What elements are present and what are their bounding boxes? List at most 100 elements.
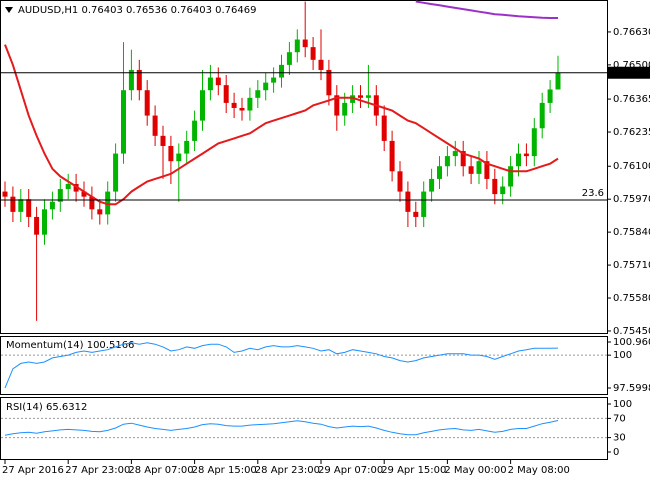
- candle-body: [421, 191, 427, 217]
- high-value: 0.76536: [126, 5, 167, 16]
- candle-body: [365, 95, 371, 98]
- candle-body: [413, 211, 419, 217]
- candle-body: [381, 115, 387, 141]
- candle-body: [136, 69, 142, 91]
- candle-body: [342, 102, 348, 116]
- x-tick-label: 27 Apr 23:00: [65, 465, 130, 476]
- y-tick-label: 0.75450: [613, 326, 650, 337]
- candle-body: [42, 209, 47, 235]
- candle-body: [326, 69, 332, 96]
- indicator-value: 100.5166: [87, 340, 135, 351]
- y-tick-label: 30: [613, 433, 626, 444]
- candle-body: [255, 90, 261, 98]
- indicator-line: [4, 342, 559, 389]
- x-tick-label: 28 Apr 23:00: [255, 465, 320, 476]
- x-tick-label: 27 Apr 2016: [2, 465, 64, 476]
- candle-body: [523, 153, 529, 157]
- candle-body: [286, 52, 292, 65]
- candle-body: [429, 178, 435, 192]
- candle-body: [152, 115, 158, 136]
- candle-body: [18, 199, 24, 212]
- candle-body: [310, 47, 316, 60]
- candle-body: [57, 189, 63, 202]
- indicator-name: Momentum(14): [6, 340, 84, 351]
- indicator-title: Momentum(14) 100.5166: [6, 340, 134, 351]
- momentum-panel: [0, 336, 608, 395]
- candle-body: [73, 183, 79, 192]
- candle-body: [500, 186, 506, 195]
- candle-body: [279, 64, 284, 78]
- x-tick-label: 29 Apr 15:00: [381, 465, 446, 476]
- candle-body: [176, 153, 182, 162]
- candle-body: [358, 95, 363, 98]
- price-label: 0.76469: [611, 68, 650, 79]
- candle-body: [113, 153, 119, 192]
- indicator-name: RSI(14): [6, 402, 43, 413]
- candle-body: [468, 166, 474, 174]
- candle-body: [389, 140, 395, 172]
- candle-body: [476, 161, 482, 174]
- candle-body: [121, 90, 126, 154]
- candle-body: [547, 89, 553, 103]
- y-tick-label: 100: [613, 350, 632, 361]
- indicator-line: [4, 420, 559, 436]
- candle-body: [34, 216, 40, 235]
- candle-body: [555, 72, 561, 90]
- price-box: [608, 66, 650, 79]
- candle-body: [271, 77, 277, 83]
- candle-body: [26, 199, 32, 217]
- candle-body: [97, 209, 103, 215]
- candle-body: [192, 120, 198, 141]
- candle-body: [539, 102, 545, 129]
- low-value: 0.76403: [171, 5, 212, 16]
- candle-body: [318, 59, 324, 70]
- candle-body: [405, 191, 411, 212]
- candle-body: [334, 95, 340, 116]
- y-tick-label: 0: [613, 447, 619, 458]
- candle-body: [508, 166, 514, 187]
- candle-body: [49, 201, 55, 210]
- rsi-panel: [0, 397, 608, 460]
- x-tick-label: 2 May 08:00: [508, 465, 570, 476]
- candle-body: [105, 191, 111, 215]
- candle-body: [81, 191, 87, 197]
- x-tick-label: 29 Apr 07:00: [318, 465, 383, 476]
- candle-body: [144, 90, 150, 116]
- y-tick-label: 97.5998: [613, 383, 650, 394]
- candle-body: [452, 151, 458, 157]
- indicator-title: RSI(14) 65.6312: [6, 402, 87, 413]
- candle-body: [223, 85, 229, 103]
- candle-body: [160, 135, 166, 146]
- indicator-value: 65.6312: [46, 402, 87, 413]
- candle-body: [10, 196, 16, 212]
- candle-body: [184, 140, 190, 154]
- candle-body: [437, 166, 442, 179]
- moving-average: [415, 0, 558, 19]
- candle-body: [247, 97, 253, 111]
- candle-body: [65, 183, 71, 190]
- candle-body: [231, 102, 237, 108]
- candle-body: [492, 178, 498, 195]
- candle-body: [516, 153, 521, 167]
- candle-body: [460, 151, 466, 167]
- candle-body: [215, 77, 221, 86]
- level-label: 23.6: [582, 188, 604, 199]
- x-tick-label: 28 Apr 15:00: [192, 465, 257, 476]
- candle-body: [294, 39, 300, 53]
- close-value: 0.76469: [215, 5, 256, 16]
- open-value: 0.76403: [81, 5, 122, 16]
- candle-body: [239, 107, 245, 111]
- candle-body: [350, 95, 356, 103]
- candle-body: [397, 171, 403, 192]
- chart-title: AUDUSD,H1 0.76403 0.76536 0.76403 0.7646…: [18, 5, 256, 16]
- y-tick-label: 100.9606: [613, 337, 650, 348]
- candle-body: [207, 77, 213, 91]
- y-tick-label: 0.76235: [613, 127, 650, 138]
